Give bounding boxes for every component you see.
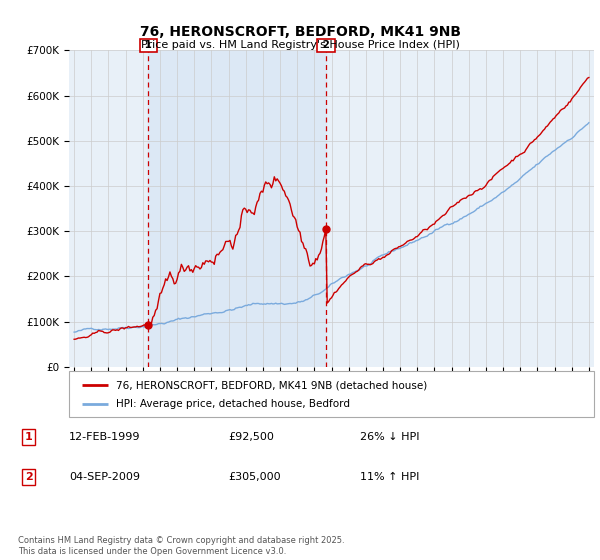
Text: 2: 2 — [319, 40, 333, 50]
Text: Price paid vs. HM Land Registry's House Price Index (HPI): Price paid vs. HM Land Registry's House … — [140, 40, 460, 50]
Text: HPI: Average price, detached house, Bedford: HPI: Average price, detached house, Bedf… — [116, 399, 350, 409]
Text: £305,000: £305,000 — [228, 472, 281, 482]
Text: 12-FEB-1999: 12-FEB-1999 — [69, 432, 140, 442]
Text: £92,500: £92,500 — [228, 432, 274, 442]
Text: 1: 1 — [25, 432, 32, 442]
Text: 76, HERONSCROFT, BEDFORD, MK41 9NB (detached house): 76, HERONSCROFT, BEDFORD, MK41 9NB (deta… — [116, 380, 427, 390]
Text: 04-SEP-2009: 04-SEP-2009 — [69, 472, 140, 482]
FancyBboxPatch shape — [69, 371, 594, 417]
Text: 76, HERONSCROFT, BEDFORD, MK41 9NB: 76, HERONSCROFT, BEDFORD, MK41 9NB — [139, 25, 461, 39]
Text: 2: 2 — [25, 472, 32, 482]
Bar — [148, 50, 326, 367]
Text: 11% ↑ HPI: 11% ↑ HPI — [360, 472, 419, 482]
Text: 26% ↓ HPI: 26% ↓ HPI — [360, 432, 419, 442]
Text: Contains HM Land Registry data © Crown copyright and database right 2025.
This d: Contains HM Land Registry data © Crown c… — [18, 536, 344, 556]
Text: 1: 1 — [141, 40, 155, 50]
